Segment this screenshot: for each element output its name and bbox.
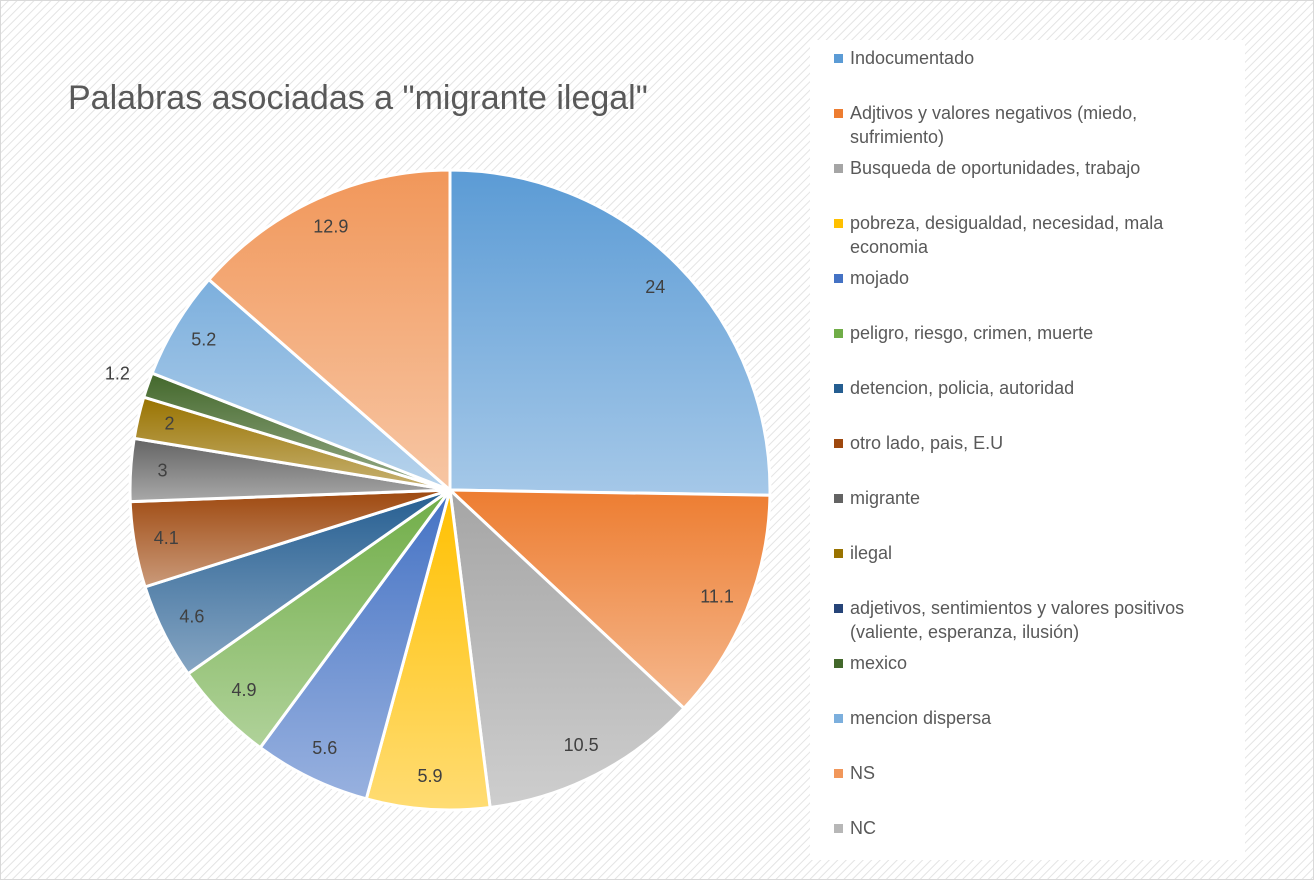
pie-slice bbox=[448, 168, 772, 497]
legend-label: mexico bbox=[850, 653, 908, 673]
data-label: 1.2 bbox=[105, 363, 130, 383]
legend-swatch bbox=[834, 384, 843, 393]
legend-swatch bbox=[834, 494, 843, 503]
legend-entry: peligro, riesgo, crimen, muerte bbox=[834, 321, 1235, 345]
data-label: 12.9 bbox=[313, 217, 348, 237]
legend-label: NC bbox=[850, 818, 876, 838]
legend-entry: detencion, policia, autoridad bbox=[834, 376, 1235, 400]
legend-entry: adjetivos, sentimientos y valores positi… bbox=[834, 596, 1235, 644]
chart-title: Palabras asociadas a "migrante ilegal" bbox=[68, 79, 648, 117]
legend-panel bbox=[810, 40, 1245, 860]
legend-swatch bbox=[834, 769, 843, 778]
legend-label: pobreza, desigualdad, necesidad, mala ec… bbox=[850, 213, 1164, 257]
legend-swatch bbox=[834, 54, 843, 63]
data-label: 11.1 bbox=[700, 587, 734, 607]
legend-swatch bbox=[834, 439, 843, 448]
legend-swatch bbox=[834, 659, 843, 668]
data-label: 5.9 bbox=[418, 766, 443, 786]
legend-swatch bbox=[834, 164, 843, 173]
legend-entry: Adjtivos y valores negativos (miedo, suf… bbox=[834, 101, 1235, 149]
data-label: 3 bbox=[158, 461, 168, 481]
legend-label: Indocumentado bbox=[850, 48, 975, 68]
legend-label: mencion dispersa bbox=[850, 708, 992, 728]
legend-entry: NC bbox=[834, 816, 1235, 840]
legend-entry: mencion dispersa bbox=[834, 706, 1235, 730]
legend-swatch bbox=[834, 109, 843, 118]
data-label: 4.6 bbox=[179, 607, 204, 627]
legend-label: peligro, riesgo, crimen, muerte bbox=[850, 323, 1094, 343]
pie-slice bbox=[364, 489, 492, 812]
legend-swatch bbox=[834, 549, 843, 558]
data-label: 5.2 bbox=[191, 329, 216, 349]
pie-slice bbox=[206, 168, 452, 494]
legend-label: otro lado, pais, E.U bbox=[850, 433, 1004, 453]
legend-entry: pobreza, desigualdad, necesidad, mala ec… bbox=[834, 211, 1235, 259]
data-label: 5.6 bbox=[312, 738, 337, 758]
legend-entry: ilegal bbox=[834, 541, 1235, 565]
legend-label: Adjtivos y valores negativos (miedo, suf… bbox=[850, 103, 1138, 147]
legend-entry: otro lado, pais, E.U bbox=[834, 431, 1235, 455]
legend-entry: migrante bbox=[834, 486, 1235, 510]
legend-swatch bbox=[834, 274, 843, 283]
legend-swatch bbox=[834, 329, 843, 338]
legend-entry: mojado bbox=[834, 266, 1235, 290]
legend-entry: Busqueda de oportunidades, trabajo bbox=[834, 156, 1235, 180]
data-label: 2 bbox=[164, 414, 174, 434]
legend-label: mojado bbox=[850, 268, 910, 288]
legend-entry: mexico bbox=[834, 651, 1235, 675]
legend-label: ilegal bbox=[850, 543, 893, 563]
legend-swatch bbox=[834, 219, 843, 228]
legend-label: Busqueda de oportunidades, trabajo bbox=[850, 158, 1141, 178]
legend-entry: Indocumentado bbox=[834, 46, 1235, 70]
legend-label: detencion, policia, autoridad bbox=[850, 378, 1075, 398]
legend-label: NS bbox=[850, 763, 876, 783]
data-label: 24 bbox=[645, 277, 665, 297]
data-label: 10.5 bbox=[564, 735, 599, 755]
legend-entry: NS bbox=[834, 761, 1235, 785]
legend-swatch bbox=[834, 604, 843, 613]
pie-slice bbox=[446, 488, 772, 711]
legend-label: migrante bbox=[850, 488, 921, 508]
data-label: 4.1 bbox=[154, 528, 179, 548]
legend-swatch bbox=[834, 824, 843, 833]
pie-slice bbox=[447, 486, 687, 810]
data-label: 4.9 bbox=[231, 680, 256, 700]
legend-label: adjetivos, sentimientos y valores positi… bbox=[850, 598, 1185, 642]
legend-swatch bbox=[834, 714, 843, 723]
